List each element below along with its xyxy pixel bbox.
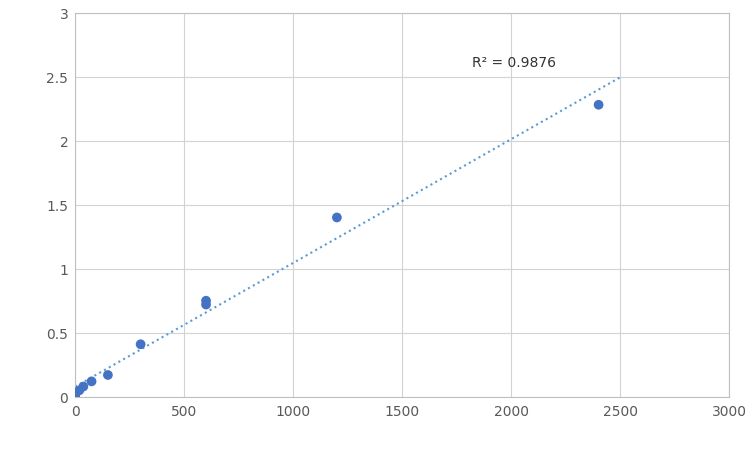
Point xyxy=(135,341,147,348)
Point xyxy=(200,301,212,308)
Point xyxy=(102,372,114,379)
Point xyxy=(200,298,212,305)
Point xyxy=(73,387,85,394)
Text: R² = 0.9876: R² = 0.9876 xyxy=(472,56,556,70)
Point xyxy=(69,392,81,399)
Point xyxy=(593,102,605,109)
Point xyxy=(86,378,98,385)
Point xyxy=(77,383,89,390)
Point xyxy=(331,214,343,221)
